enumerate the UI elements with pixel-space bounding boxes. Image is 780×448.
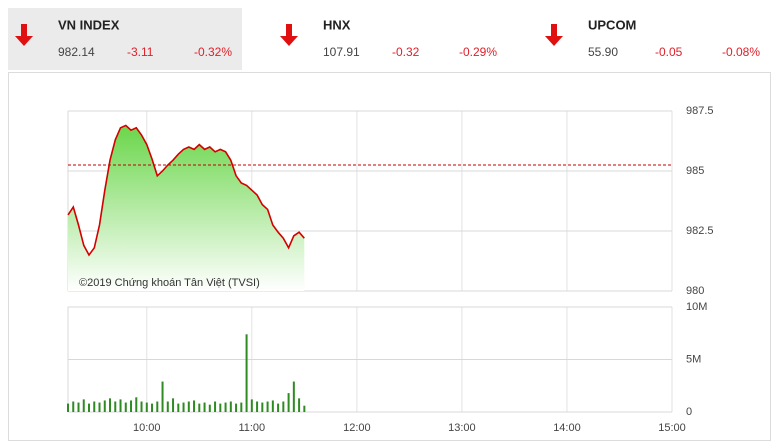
volume-bar xyxy=(130,400,133,412)
copyright: ©2019 Chứng khoán Tân Việt (TVSI) xyxy=(79,277,260,289)
y-tick-label: 0 xyxy=(686,406,692,418)
price-line xyxy=(67,124,305,257)
ticker-name: UPCOM xyxy=(588,17,636,32)
x-tick-label: 13:00 xyxy=(448,422,476,434)
ticker-percent: -0.08% xyxy=(722,45,760,59)
volume-bar xyxy=(266,401,269,412)
volume-bar xyxy=(303,405,306,412)
volume-bar xyxy=(140,401,143,412)
volume-bar xyxy=(145,402,148,412)
volume-bar xyxy=(187,401,190,412)
ticker[interactable]: UPCOM 55.90 -0.05 -0.08% xyxy=(545,17,760,59)
ticker[interactable]: VN INDEX 982.14 -3.11 -0.32% xyxy=(15,17,232,59)
ticker-percent: -0.29% xyxy=(459,45,497,59)
volume-bar xyxy=(214,401,217,412)
volume-bar xyxy=(166,401,169,412)
volume-bar xyxy=(193,400,196,412)
volume-bar xyxy=(240,402,243,412)
ticker-change: -0.32 xyxy=(392,45,420,59)
volume-bar xyxy=(124,402,127,412)
volume-bar xyxy=(172,398,175,412)
ticker-percent: -0.32% xyxy=(194,45,232,59)
volume-bar xyxy=(182,402,185,412)
ticker-active-bg xyxy=(8,8,242,70)
ticker-value: 982.14 xyxy=(58,45,95,59)
y-tick-label: 980 xyxy=(686,285,704,297)
volume-bar xyxy=(224,402,227,412)
volume-bar xyxy=(151,403,154,412)
volume-bar xyxy=(77,402,80,412)
ticker-name: VN INDEX xyxy=(58,17,120,32)
ticker-name: HNX xyxy=(323,17,351,32)
volume-bar xyxy=(135,397,138,412)
volume-bar xyxy=(292,381,295,412)
down-arrow xyxy=(545,24,563,46)
volume-bar xyxy=(282,401,285,412)
volume-bar xyxy=(156,401,159,412)
y-tick-label: 982.5 xyxy=(686,225,714,237)
volume-bar xyxy=(198,403,201,412)
ticker-value: 55.90 xyxy=(588,45,618,59)
x-tick-label: 11:00 xyxy=(238,422,265,434)
volume-bar xyxy=(98,402,101,412)
ticker-value: 107.91 xyxy=(323,45,360,59)
volume-bar xyxy=(82,399,85,412)
volume-bar xyxy=(103,400,106,412)
x-tick-label: 10:00 xyxy=(133,422,161,434)
x-tick-label: 15:00 xyxy=(658,422,686,434)
y-tick-label: 10M xyxy=(686,301,707,313)
x-tick-label: 14:00 xyxy=(553,422,581,434)
ticker-change: -3.11 xyxy=(127,45,154,59)
volume-bar xyxy=(250,399,253,412)
volume-bar xyxy=(161,381,164,412)
y-tick-label: 985 xyxy=(686,165,704,177)
volume-bar xyxy=(203,402,206,412)
volume-bar xyxy=(114,401,117,412)
volume-bar xyxy=(119,399,122,412)
volume-bar xyxy=(93,401,96,412)
volume-bar xyxy=(67,403,69,412)
y-tick-label: 5M xyxy=(686,353,701,365)
volume-bar xyxy=(177,403,180,412)
panel xyxy=(8,72,771,441)
down-arrow xyxy=(280,24,298,46)
area xyxy=(68,125,305,292)
volume-bar xyxy=(277,403,280,412)
volume-bar xyxy=(256,401,259,412)
volume-bar xyxy=(229,401,232,412)
volume-bar xyxy=(235,403,238,412)
y-tick-label: 987.5 xyxy=(686,105,714,117)
volume-bar xyxy=(298,398,301,412)
volume-bar xyxy=(208,404,211,412)
volume-bar xyxy=(109,398,112,412)
volume-bar xyxy=(261,402,264,412)
volume-bar xyxy=(88,403,91,412)
volume-bar xyxy=(72,401,75,412)
volume-bar xyxy=(219,403,222,412)
ticker-change: -0.05 xyxy=(655,45,683,59)
volume-bar xyxy=(271,400,274,412)
down-arrow xyxy=(15,24,33,46)
x-tick-label: 12:00 xyxy=(343,422,371,434)
volume-bar xyxy=(245,334,248,412)
volume-bar xyxy=(287,393,290,412)
ticker[interactable]: HNX 107.91 -0.32 -0.29% xyxy=(280,17,497,59)
